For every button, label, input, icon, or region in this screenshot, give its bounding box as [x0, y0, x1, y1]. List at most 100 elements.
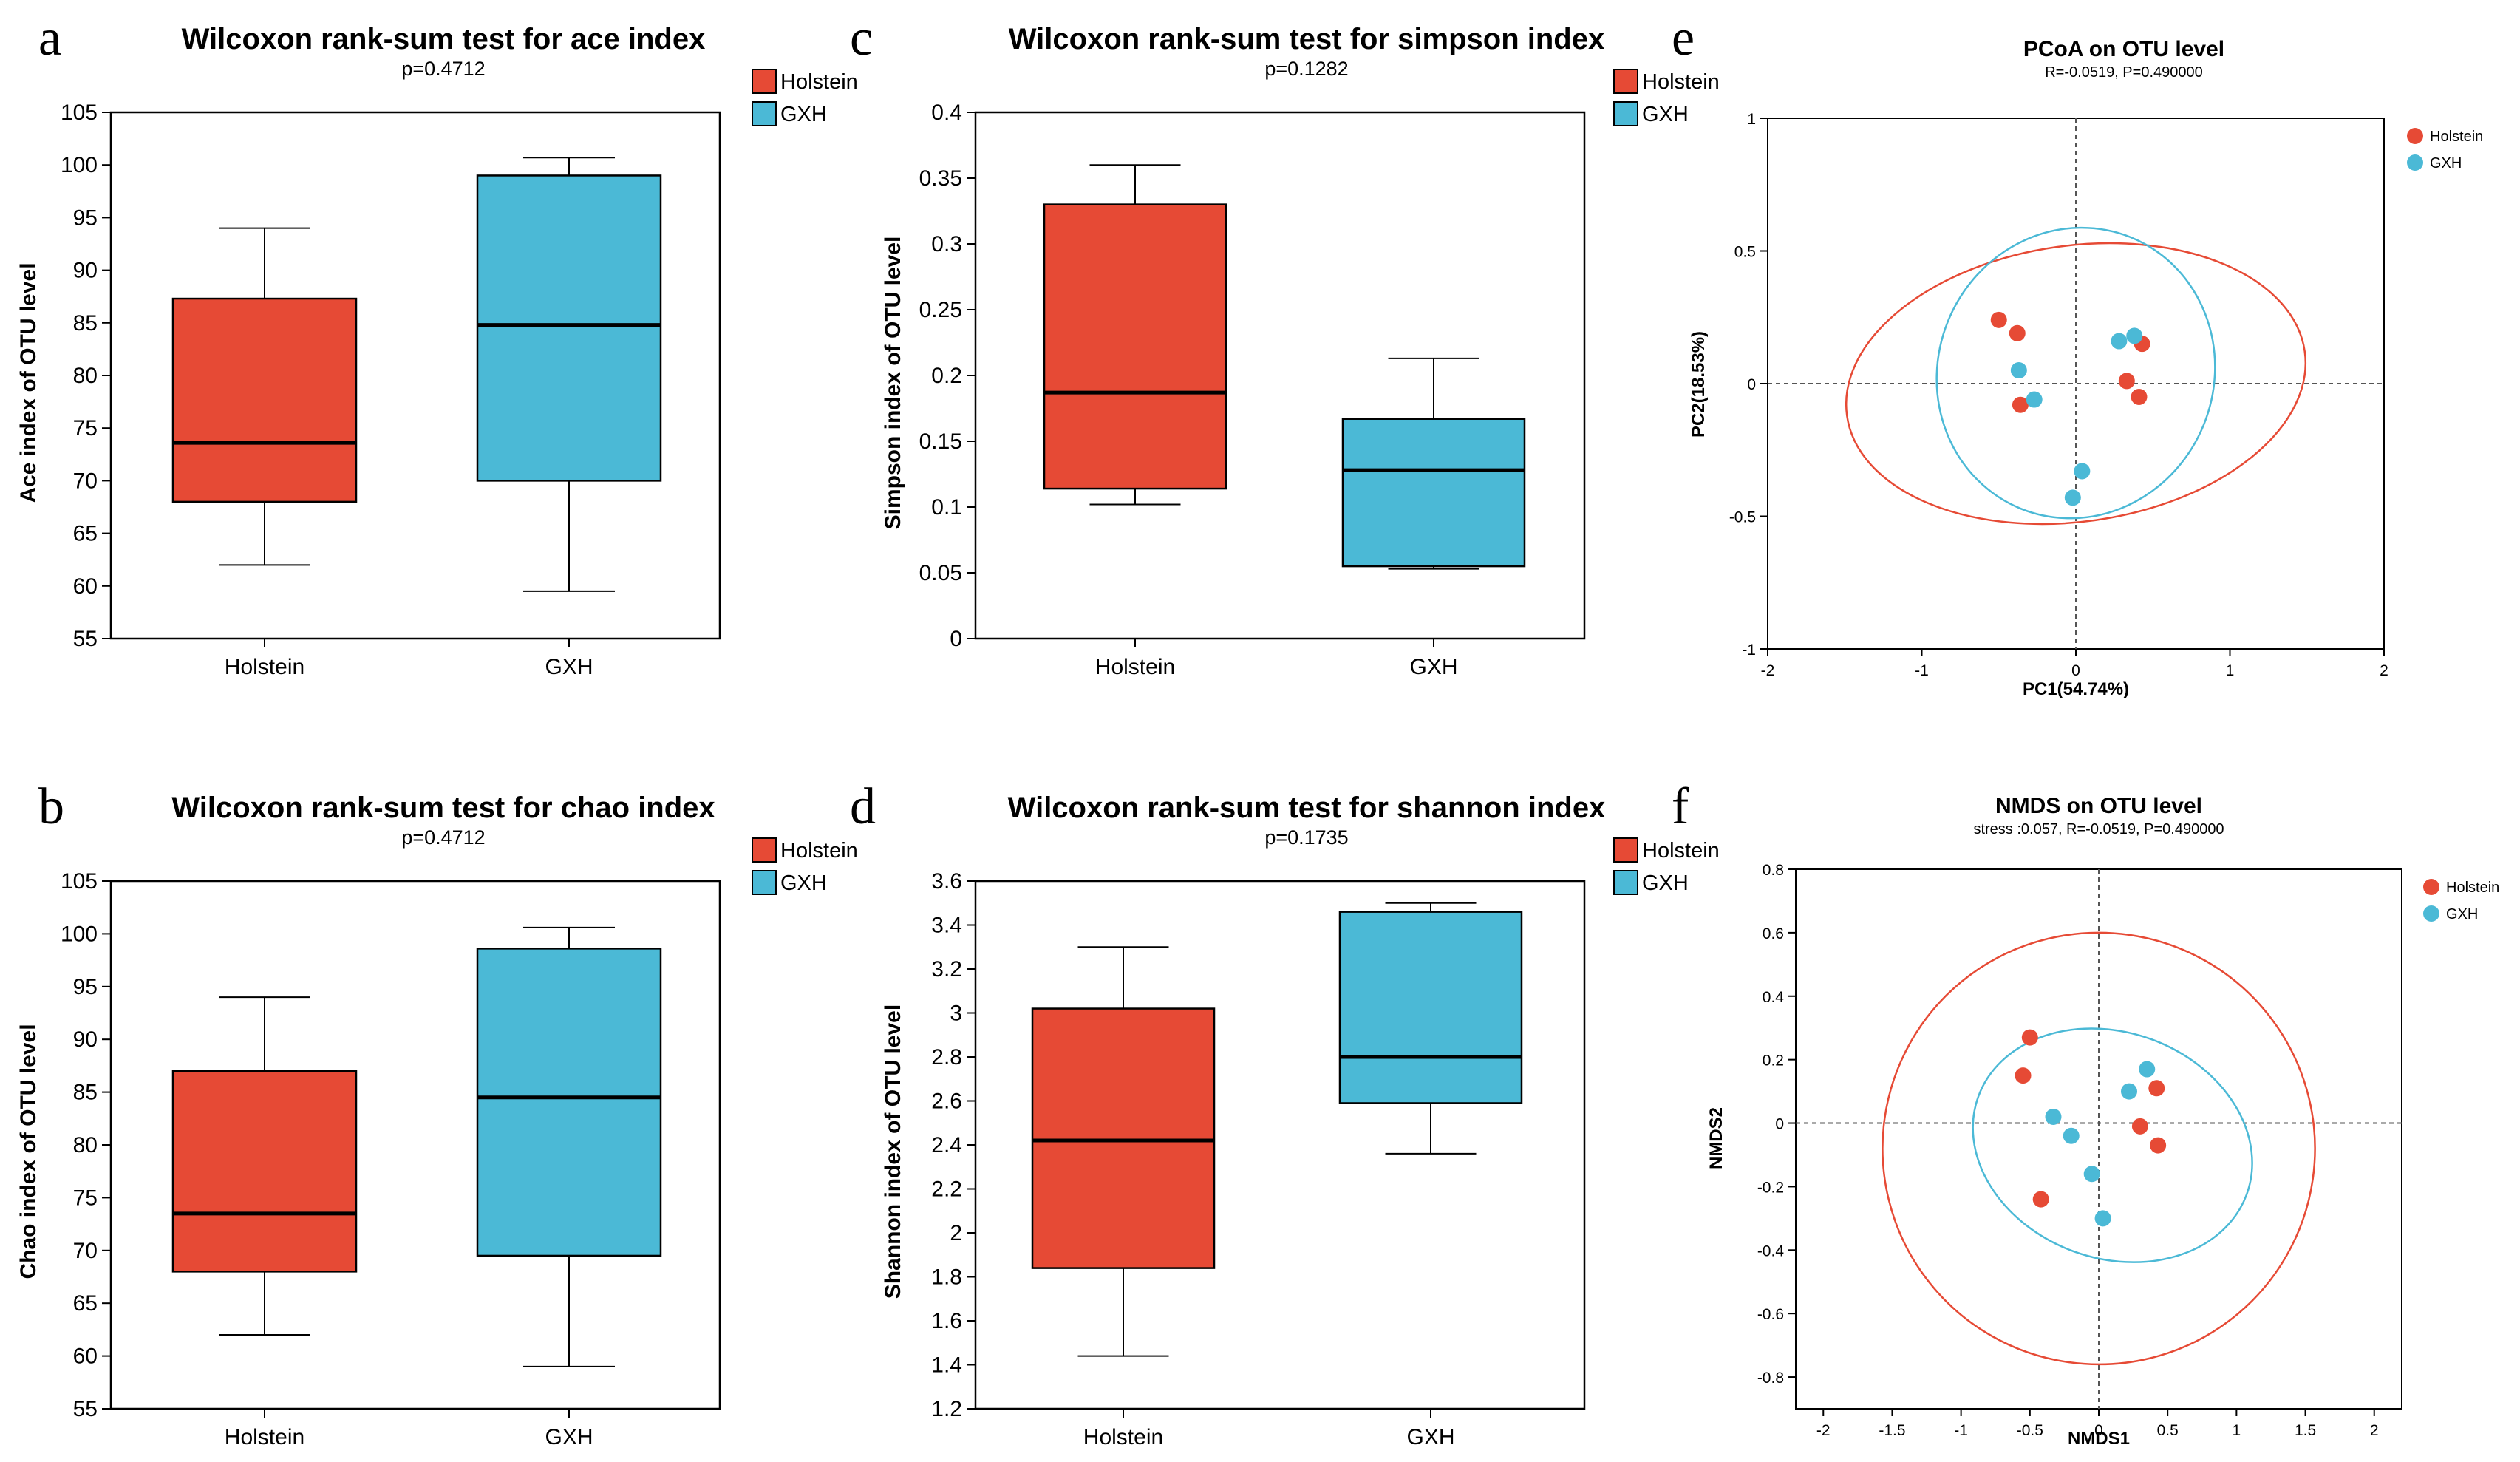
point-gxh: [2139, 1061, 2156, 1078]
confidence-ellipse-gxh: [1972, 1027, 2253, 1263]
point-holstein: [2118, 373, 2135, 390]
chart-b: b Wilcoxon rank-sum test for chao indexp=…: [16, 778, 858, 1449]
panel-letter: a: [38, 10, 61, 67]
box-gxh: [476, 157, 662, 592]
point-holstein: [2021, 1029, 2038, 1046]
y-tick-label: 80: [73, 364, 98, 388]
y-tick-label: 0.6: [1763, 925, 1784, 942]
legend-label-gxh: GXH: [780, 103, 827, 126]
point-holstein: [2009, 324, 2026, 341]
chart-title: NMDS on OTU level: [1995, 794, 2202, 818]
y-tick-label: 0.4: [931, 101, 962, 125]
series-gxh: [2045, 1061, 2156, 1227]
box-iqr: [476, 174, 662, 482]
point-holstein: [2015, 1067, 2032, 1084]
x-tick-label: 1.5: [2295, 1422, 2316, 1439]
panel-letter: c: [850, 10, 873, 67]
point-holstein: [2012, 396, 2029, 413]
chart-a: a Wilcoxon rank-sum test for ace index p=0…: [16, 10, 858, 679]
chart-subtitle: p=0.4712: [401, 58, 485, 80]
x-tick-label: Holstein: [1095, 655, 1175, 679]
x-axis-label: NMDS1: [2068, 1429, 2130, 1449]
panel-letter: d: [850, 778, 876, 835]
y-tick-label: 85: [73, 311, 98, 336]
y-tick-label: 90: [73, 259, 98, 283]
y-tick-label: 70: [73, 1239, 98, 1263]
legend-label-gxh: GXH: [780, 871, 827, 895]
y-tick-label: 75: [73, 416, 98, 441]
y-tick-label: 3: [950, 1002, 962, 1026]
y-tick-label: 0.4: [1763, 989, 1785, 1006]
y-tick-label: 3.6: [931, 869, 962, 894]
y-tick-label: 65: [73, 522, 98, 546]
y-tick-label: 0.2: [931, 364, 962, 388]
y-tick-label: 60: [73, 1344, 98, 1369]
y-tick-label: 2: [950, 1221, 962, 1245]
point-gxh: [2010, 362, 2027, 379]
legend-marker-holstein: [2407, 128, 2423, 144]
y-axis-label: PC2(18.53%): [1689, 331, 1709, 438]
chart-e: e PCoA on OTU level R=-0.0519, P=0.490000 -…: [1672, 10, 2483, 699]
x-tick-label: 2: [2370, 1422, 2379, 1439]
legend-label-holstein: Holstein: [780, 839, 858, 863]
y-tick-label: -0.4: [1757, 1242, 1785, 1259]
box-iqr: [171, 297, 358, 503]
legend-label-holstein: Holstein: [2446, 880, 2499, 896]
box-holstein: [171, 996, 358, 1336]
y-tick-label: 75: [73, 1186, 98, 1210]
legend-label-gxh: GXH: [2430, 155, 2462, 171]
chart-subtitle: p=0.4712: [401, 826, 485, 849]
legend-swatch-gxh: [752, 101, 777, 126]
point-gxh: [2094, 1210, 2111, 1227]
y-tick-label: -0.5: [1729, 509, 1756, 526]
y-tick-label: 80: [73, 1133, 98, 1157]
x-tick-label: 0: [2071, 662, 2080, 679]
point-gxh: [2045, 1108, 2062, 1125]
y-tick-label: 70: [73, 469, 98, 493]
y-axis-label: Simpson index of OTU level: [881, 237, 905, 530]
chart-d: d Wilcoxon rank-sum test for shannon inde…: [850, 778, 1720, 1449]
point-gxh: [2064, 489, 2081, 506]
box-iqr: [1043, 203, 1227, 490]
x-tick-label: Holstein: [1083, 1425, 1163, 1449]
x-tick-label: 1: [2226, 662, 2235, 679]
y-tick-label: 1.2: [931, 1397, 962, 1421]
point-gxh: [2026, 391, 2043, 408]
legend-label-gxh: GXH: [2446, 906, 2478, 922]
y-tick-label: 3.2: [931, 957, 962, 982]
legend-marker-gxh: [2407, 154, 2423, 171]
y-tick-label: 0.8: [1763, 862, 1784, 879]
point-holstein: [1990, 311, 2007, 328]
legend-label-holstein: Holstein: [2430, 129, 2483, 145]
legend-swatch-gxh: [752, 870, 777, 895]
box-gxh: [1338, 902, 1523, 1155]
box-iqr: [476, 948, 662, 1257]
point-holstein: [2032, 1191, 2049, 1208]
x-tick-label: 1: [2233, 1422, 2241, 1439]
y-tick-label: 0.3: [931, 232, 962, 256]
chart-title: Wilcoxon rank-sum test for chao index: [171, 792, 715, 824]
confidence-ellipse-holstein: [1845, 242, 2307, 526]
legend-label-holstein: Holstein: [1642, 70, 1720, 94]
y-tick-label: -1: [1742, 642, 1756, 659]
y-tick-label: 2.4: [931, 1133, 962, 1157]
y-tick-label: 55: [73, 1397, 98, 1421]
box-holstein: [1043, 164, 1227, 506]
y-tick-label: 100: [61, 153, 98, 177]
y-tick-label: -0.6: [1757, 1306, 1784, 1323]
y-tick-label: 55: [73, 627, 98, 651]
chart-subtitle: p=0.1735: [1264, 826, 1348, 849]
box-iqr: [1031, 1007, 1216, 1269]
chart-subtitle: R=-0.0519, P=0.490000: [2045, 64, 2203, 81]
y-tick-label: 95: [73, 205, 98, 230]
box-gxh: [1341, 357, 1526, 570]
point-gxh: [2111, 333, 2128, 350]
point-holstein: [2131, 1118, 2148, 1135]
x-tick-label: GXH: [1409, 655, 1457, 679]
y-tick-label: 1.4: [931, 1353, 962, 1378]
chart-title: PCoA on OTU level: [2023, 37, 2224, 61]
x-tick-label: -1: [1954, 1422, 1968, 1439]
chart-title: Wilcoxon rank-sum test for ace index: [182, 23, 706, 55]
y-tick-label: 0.35: [919, 166, 962, 191]
